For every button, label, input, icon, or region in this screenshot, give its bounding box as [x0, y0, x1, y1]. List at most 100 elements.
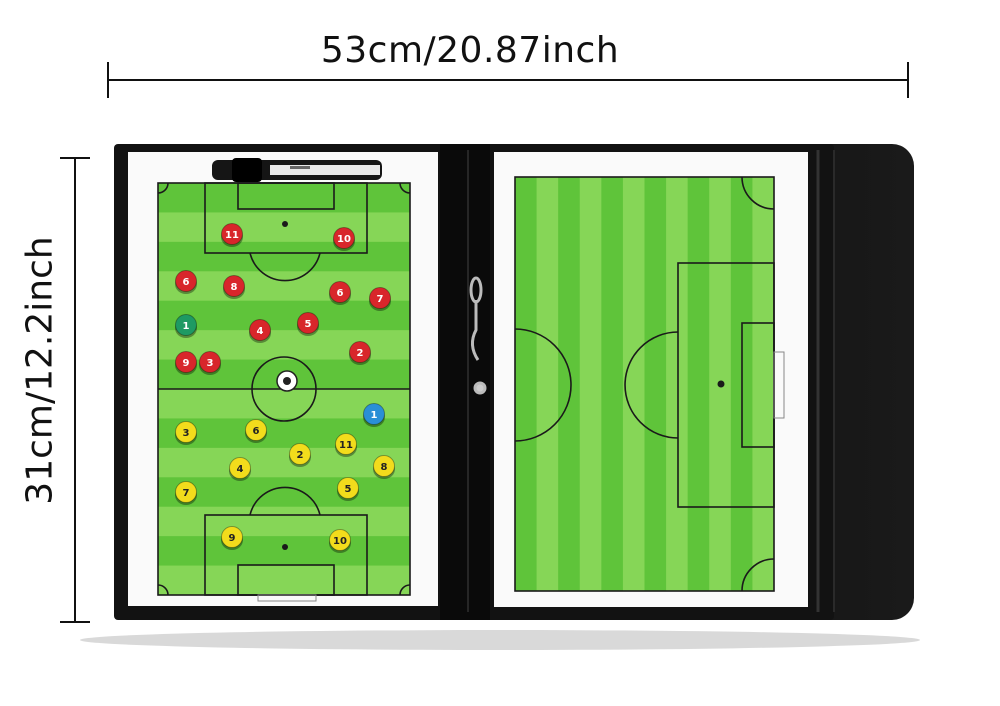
magnet-number: 6 [253, 426, 260, 437]
goal-area-top [237, 182, 335, 210]
right-half-pitch [514, 176, 785, 592]
magnet-disc [221, 223, 243, 245]
magnet-number: 11 [339, 440, 353, 451]
red-magnet: 11 [221, 223, 243, 247]
grass-stripe [536, 177, 559, 591]
yellow-magnet: 5 [337, 477, 359, 501]
yellow-magnet: 10 [329, 529, 351, 553]
magnet-number: 1 [183, 321, 190, 332]
magnet-disc [329, 281, 351, 303]
yellow-magnet: 11 [335, 433, 357, 457]
yellow-magnet: 4 [229, 457, 251, 481]
corner-arc-top [741, 176, 775, 210]
penalty-arc-top [249, 252, 321, 282]
grass-stripe [158, 447, 410, 478]
red-magnet: 8 [223, 275, 245, 299]
magnet-disc [175, 421, 197, 443]
grass-stripe [752, 177, 775, 591]
magnet-number: 8 [381, 462, 388, 473]
height-dimension-line [60, 157, 90, 623]
grass-stripe [158, 536, 410, 567]
width-dimension-line [107, 62, 909, 98]
magnet-disc [223, 275, 245, 297]
corner-arc [157, 182, 169, 194]
grass-stripe [158, 183, 410, 213]
grass-stripe [622, 177, 645, 591]
magnet-disc [369, 287, 391, 309]
magnet-number: 2 [297, 450, 304, 461]
magnet-disc [199, 351, 221, 373]
magnet-number: 6 [183, 277, 190, 288]
magnet-number: 4 [237, 464, 244, 475]
penalty-spot [717, 380, 725, 388]
grass-stripe [644, 177, 667, 591]
yellow-magnet: 8 [373, 455, 395, 479]
ball-pentagon [283, 377, 291, 385]
magnet-number: 9 [229, 533, 236, 544]
magnet-number: 7 [377, 294, 384, 305]
magnet-number: 3 [207, 358, 214, 369]
grass-stripe [158, 477, 410, 508]
grass-stripe [158, 241, 410, 272]
corner-arc [399, 182, 411, 194]
magnet-disc [337, 477, 359, 499]
magnet-disc [221, 526, 243, 548]
magnet-pieces: 11 10 6 8 6 7 4 5 3 2 9 1 3 6 2 11 4 8 7 5 9 10 1 [175, 223, 395, 553]
goal-net [773, 351, 785, 419]
grass-stripe [158, 418, 410, 449]
ball-magnet [276, 370, 298, 392]
magnet-disc [289, 443, 311, 465]
magnet-number: 6 [337, 288, 344, 299]
green-magnet: 1 [175, 314, 197, 338]
magnet-number: 2 [357, 348, 364, 359]
yellow-magnet: 9 [221, 526, 243, 550]
magnet-disc [329, 529, 351, 551]
magnet-number: 10 [337, 234, 351, 245]
magnet-disc [349, 341, 371, 363]
red-magnet: 10 [333, 227, 355, 251]
penalty-spot-top [282, 221, 288, 227]
left-vertical-pitch [157, 182, 411, 602]
corner-arc [399, 584, 411, 596]
center-circle-half [514, 328, 572, 442]
marker-pen[interactable] [212, 158, 382, 182]
penalty-arc-bottom [249, 486, 321, 516]
red-magnet: 9 [175, 351, 197, 375]
magnet-disc [297, 312, 319, 334]
corner-arc-bottom [741, 558, 775, 592]
yellow-magnet: 6 [245, 419, 267, 443]
red-magnet: 2 [349, 341, 371, 365]
yellow-magnet: 2 [289, 443, 311, 467]
magnet-number: 4 [257, 326, 264, 337]
red-magnet: 7 [369, 287, 391, 311]
magnet-number: 3 [183, 428, 190, 439]
magnet-number: 10 [333, 536, 347, 547]
magnet-disc [175, 481, 197, 503]
magnet-number: 11 [225, 230, 239, 241]
magnet-disc [333, 227, 355, 249]
magnet-disc [175, 314, 197, 336]
grass-stripe [601, 177, 624, 591]
grass-stripe [158, 212, 410, 243]
blue-magnet: 1 [363, 403, 385, 427]
magnet-disc [229, 457, 251, 479]
grass-stripe [158, 565, 410, 596]
metal-clip [469, 276, 487, 395]
center-circle [251, 356, 317, 422]
magnet-number: 5 [345, 484, 352, 495]
red-magnet: 4 [249, 319, 271, 343]
magnet-number: 9 [183, 358, 190, 369]
magnet-number: 7 [183, 488, 190, 499]
goal-net-bottom [257, 594, 317, 602]
grass-stripe [158, 300, 410, 331]
corner-arc [157, 584, 169, 596]
magnet-disc [175, 270, 197, 292]
red-magnet: 6 [329, 281, 351, 305]
grass-stripe [515, 177, 538, 591]
magnet-disc [363, 403, 385, 425]
grass-stripe [158, 330, 410, 361]
penalty-spot-bottom [282, 544, 288, 550]
grass-stripe [579, 177, 602, 591]
magnet-disc [245, 419, 267, 441]
width-dimension-label: 53cm/20.87inch [320, 30, 620, 71]
